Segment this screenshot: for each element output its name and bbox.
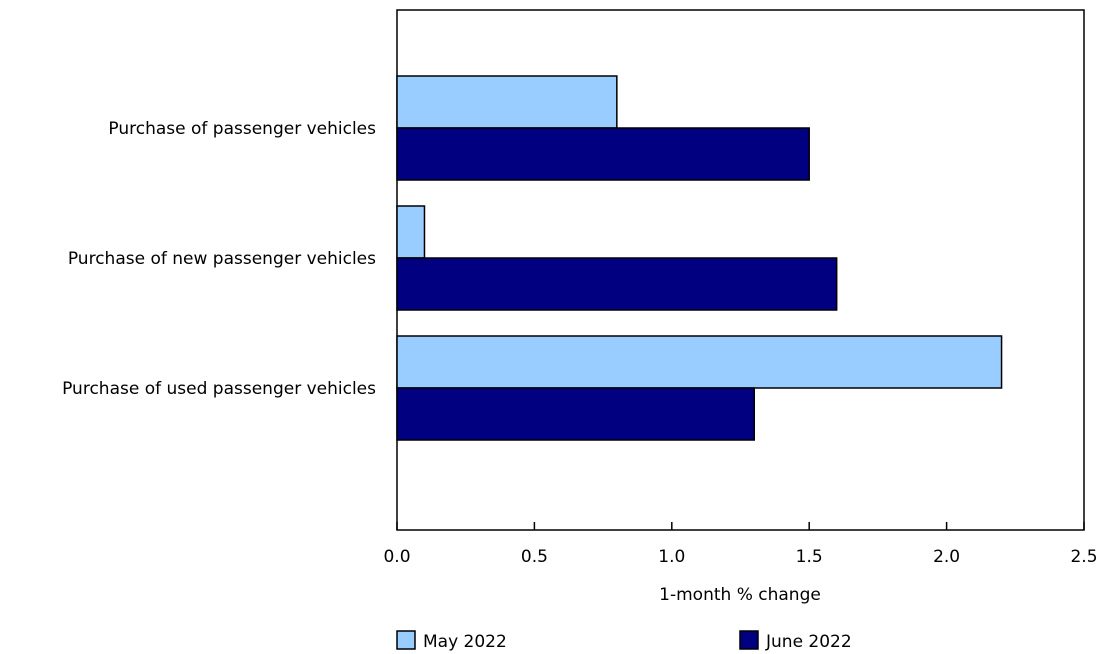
- x-axis-ticks: 0.0 0.5 1.0 1.5 2.0 2.5: [383, 522, 1098, 567]
- category-label: Purchase of used passenger vehicles: [62, 379, 376, 399]
- x-tick-label: 1.5: [796, 547, 823, 567]
- x-axis-title: 1-month % change: [659, 585, 821, 605]
- x-tick-label: 1.0: [658, 547, 685, 567]
- bar-june-2022-1: [396, 127, 810, 181]
- bar-june-2022-2: [396, 257, 838, 311]
- legend-label: May 2022: [423, 632, 507, 652]
- legend: May 2022 June 2022: [396, 630, 852, 652]
- legend-swatch-may-2022: [396, 630, 416, 650]
- legend-swatch-june-2022: [739, 630, 759, 650]
- bar-may-2022-2: [396, 205, 426, 259]
- bar-june-2022-3: [396, 387, 755, 441]
- x-tick-label: 2.5: [1070, 547, 1097, 567]
- bars-group: [396, 75, 1003, 441]
- x-tick-label: 0.5: [521, 547, 548, 567]
- legend-label: June 2022: [765, 632, 852, 652]
- bar-may-2022-1: [396, 75, 618, 129]
- category-label: Purchase of new passenger vehicles: [68, 249, 376, 269]
- category-labels: Purchase of passenger vehicles Purchase o…: [62, 119, 376, 399]
- x-tick-label: 0.0: [383, 547, 410, 567]
- bar-may-2022-3: [396, 335, 1003, 389]
- x-tick-label: 2.0: [933, 547, 960, 567]
- category-label: Purchase of passenger vehicles: [108, 119, 376, 139]
